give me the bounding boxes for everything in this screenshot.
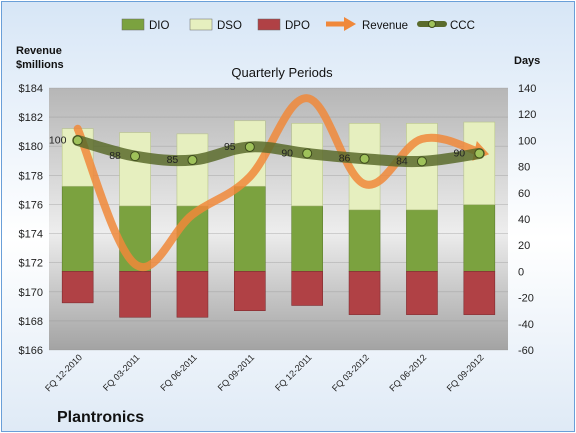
dpo-bar (234, 271, 266, 311)
chart-title: Quarterly Periods (231, 65, 333, 80)
left-axis-title: Revenue $millions (16, 45, 64, 71)
legend-swatch (189, 18, 213, 31)
x-tick-label: FQ 09-2011 (216, 352, 257, 393)
legend-label: CCC (450, 20, 475, 32)
left-tick-label: $184 (19, 83, 43, 95)
left-axis-title-line: $millions (16, 59, 64, 71)
ccc-data-label: 90 (281, 148, 293, 160)
dio-bar (463, 204, 496, 272)
right-tick-label: 40 (518, 214, 530, 226)
dio-bar (61, 185, 94, 272)
x-tick-label: FQ 03-2012 (330, 352, 371, 393)
right-tick-label: 20 (518, 240, 530, 252)
dio-bar (291, 205, 323, 272)
dpo-bar (463, 271, 496, 315)
x-tick-label: FQ 12-2011 (273, 352, 314, 393)
x-tick-label: FQ 06-2011 (158, 352, 199, 393)
legend-label: DSO (217, 20, 242, 32)
ccc-data-label: 88 (109, 150, 121, 162)
legend-label: DPO (285, 20, 310, 32)
left-tick-label: $180 (19, 141, 43, 153)
right-axis-title: Days (514, 55, 540, 67)
dio-bar (348, 209, 381, 272)
dso-bar (119, 132, 151, 207)
dio-bar (406, 209, 438, 272)
left-tick-label: $174 (19, 229, 43, 241)
legend-arrow (344, 17, 356, 31)
right-tick-label: 100 (518, 135, 536, 147)
left-axis-title-line: Revenue (16, 45, 62, 57)
x-tick-label: FQ 03-2011 (101, 352, 142, 393)
ccc-point (359, 153, 370, 164)
left-tick-label: $170 (19, 287, 43, 299)
right-tick-label: -60 (518, 345, 534, 357)
ccc-point (474, 148, 485, 159)
legend-swatch (257, 18, 281, 31)
ccc-data-label: 90 (453, 148, 465, 160)
ccc-data-label: 95 (224, 141, 236, 153)
ccc-data-label: 100 (49, 134, 67, 146)
dso-bar (463, 121, 496, 205)
left-tick-label: $166 (19, 345, 43, 357)
legend-swatch (121, 18, 145, 31)
dso-bar (291, 123, 323, 207)
right-tick-label: 140 (518, 83, 536, 95)
dpo-bar (176, 271, 209, 318)
left-tick-label: $178 (19, 170, 43, 182)
x-tick-label: FQ 09-2012 (445, 352, 486, 393)
left-tick-label: $168 (19, 316, 43, 328)
ccc-point (187, 155, 198, 166)
dpo-bar (348, 271, 381, 315)
ccc-data-label: 84 (396, 155, 408, 167)
dso-bar (176, 133, 209, 207)
left-tick-label: $176 (19, 199, 43, 211)
x-tick-label: FQ 06-2012 (387, 352, 428, 393)
ccc-data-label: 86 (339, 153, 351, 165)
legend-label: DIO (149, 20, 170, 32)
dpo-bar (119, 271, 151, 318)
ccc-point (130, 151, 141, 162)
ccc-line (72, 134, 485, 168)
ccc-point (302, 148, 313, 159)
right-tick-label: 60 (518, 188, 530, 200)
right-tick-label: 80 (518, 162, 530, 174)
dpo-bar (406, 271, 438, 315)
company-name: Plantronics (57, 409, 144, 426)
dpo-bar (61, 271, 94, 304)
legend-marker (428, 20, 436, 28)
left-tick-label: $172 (19, 258, 43, 270)
right-tick-label: -20 (518, 293, 534, 305)
ccc-point (72, 135, 83, 146)
dpo-bar (291, 271, 323, 306)
ccc-data-label: 85 (167, 154, 179, 166)
x-tick-label: FQ 12-2010 (43, 352, 84, 393)
legend-label: Revenue (362, 20, 408, 32)
ccc-point (244, 141, 255, 152)
left-tick-label: $182 (19, 112, 43, 124)
ccc-point (416, 156, 427, 167)
right-tick-label: 120 (518, 109, 536, 121)
right-tick-label: 0 (518, 266, 524, 278)
dio-bar (234, 185, 266, 272)
right-tick-label: -40 (518, 319, 534, 331)
